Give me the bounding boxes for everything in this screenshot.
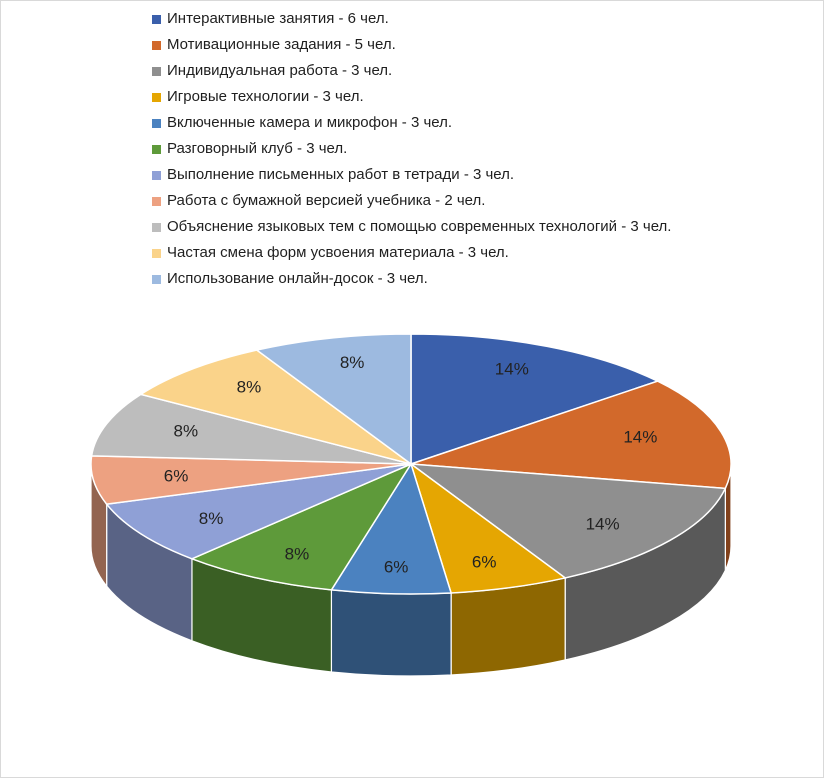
legend-label: Частая смена форм усвоения материала - 3… — [167, 244, 509, 261]
legend-swatch — [152, 249, 161, 258]
pie-slice-side — [330, 589, 452, 677]
legend-item: Игровые технологии - 3 чел. — [152, 87, 671, 113]
legend-item: Выполнение письменных работ в тетради - … — [152, 165, 671, 191]
legend-swatch — [152, 197, 161, 206]
data-labels: 14% 14% 14% 6% 6% 8% 8% 6% 8% 8% 8% — [164, 353, 658, 577]
legend-swatch — [152, 145, 161, 154]
legend-item: Мотивационные задания - 5 чел. — [152, 35, 671, 61]
legend-label: Включенные камера и микрофон - 3 чел. — [167, 114, 453, 131]
legend-label: Индивидуальная работа - 3 чел. — [167, 62, 393, 79]
pie-slice — [410, 333, 660, 466]
legend-swatch — [152, 15, 161, 24]
legend-item: Частая смена форм усвоения материала - 3… — [152, 243, 671, 269]
legend-swatch — [152, 119, 161, 128]
legend-label: Интерактивные занятия - 6 чел. — [167, 10, 389, 27]
pie-slice — [410, 380, 732, 490]
legend-label: Разговорный клуб - 3 чел. — [167, 140, 348, 157]
legend-label: Работа с бумажной версией учебника - 2 ч… — [167, 192, 486, 209]
data-label: 14% — [586, 515, 620, 534]
data-label: 8% — [340, 353, 365, 372]
legend-swatch — [152, 67, 161, 76]
legend-item: Разговорный клуб - 3 чел. — [152, 139, 671, 165]
legend-swatch — [152, 171, 161, 180]
legend-swatch — [152, 223, 161, 232]
data-label: 6% — [384, 557, 409, 576]
legend-item: Объяснение языковых тем с помощью соврем… — [152, 217, 671, 243]
data-label: 8% — [174, 421, 199, 440]
legend-item: Использование онлайн-досок - 3 чел. — [152, 269, 671, 295]
legend-item: Включенные камера и микрофон - 3 чел. — [152, 113, 671, 139]
pie-slice — [189, 462, 413, 591]
legend-label: Мотивационные задания - 5 чел. — [167, 36, 396, 53]
legend-label: Объяснение языковых тем с помощью соврем… — [167, 218, 672, 235]
data-label: 8% — [237, 378, 262, 397]
data-label: 14% — [495, 359, 529, 378]
data-label: 6% — [164, 467, 189, 486]
pie-slice — [409, 462, 567, 594]
pie-slice — [90, 455, 412, 505]
data-label: 8% — [285, 545, 310, 564]
legend-swatch — [152, 275, 161, 284]
pie-slice — [105, 463, 412, 560]
data-label: 14% — [623, 428, 657, 447]
data-label: 8% — [199, 509, 224, 528]
legend-swatch — [152, 93, 161, 102]
pie-slice — [330, 462, 453, 595]
legend-label: Выполнение письменных работ в тетради - … — [167, 166, 515, 183]
data-label: 6% — [472, 552, 497, 571]
legend-label: Использование онлайн-досок - 3 чел. — [167, 270, 428, 287]
legend-swatch — [152, 41, 161, 50]
pie-slice — [138, 349, 412, 465]
legend-item: Индивидуальная работа - 3 чел. — [152, 61, 671, 87]
legend-item: Интерактивные занятия - 6 чел. — [152, 9, 671, 35]
pie-slice — [90, 393, 412, 465]
legend-item: Работа с бумажной версией учебника - 2 ч… — [152, 191, 671, 217]
pie-top — [90, 333, 732, 595]
legend-label: Игровые технологии - 3 чел. — [167, 88, 364, 105]
legend: Интерактивные занятия - 6 чел. Мотивацион… — [152, 9, 671, 295]
pie-slice — [255, 333, 412, 466]
pie-slice — [408, 463, 727, 579]
